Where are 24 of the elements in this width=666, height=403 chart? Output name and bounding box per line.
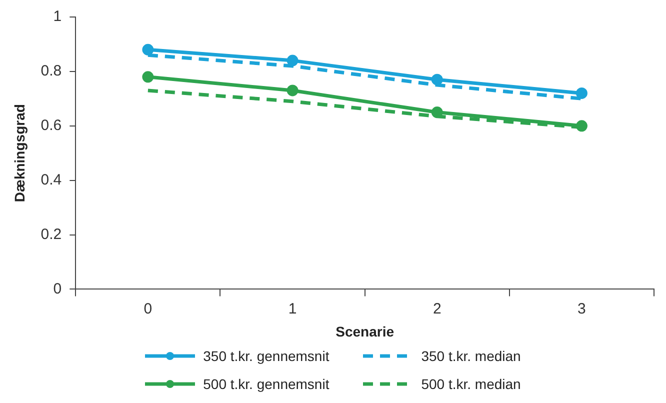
y-tick-label: 0 — [53, 280, 62, 298]
point — [431, 74, 443, 86]
x-tick-label: 2 — [432, 300, 442, 318]
y-tick-label: 0.6 — [40, 117, 62, 134]
point — [286, 84, 298, 96]
legend-label: 500 t.kr. gennemsnit — [203, 376, 330, 392]
y-tick-label: 0.8 — [40, 62, 62, 80]
legend-label: 350 t.kr. median — [421, 348, 521, 364]
y-tick-label: 1 — [53, 8, 62, 26]
y-axis-title: Dækningsgrad — [11, 104, 28, 202]
point — [142, 44, 154, 56]
point — [431, 106, 443, 118]
y-tick-label: 0.2 — [40, 226, 62, 243]
x-tick-label: 1 — [288, 300, 297, 318]
point — [286, 54, 298, 66]
x-tick-label: 0 — [144, 300, 152, 318]
point — [576, 120, 588, 132]
point — [576, 87, 588, 99]
point — [142, 71, 154, 83]
y-tick-label: 0.4 — [40, 171, 62, 188]
x-axis-title: Scenarie — [336, 323, 394, 340]
x-tick-label: 3 — [578, 300, 586, 318]
legend-label: 350 t.kr. gennemsnit — [203, 348, 330, 364]
legend-label: 500 t.kr. median — [421, 376, 521, 392]
